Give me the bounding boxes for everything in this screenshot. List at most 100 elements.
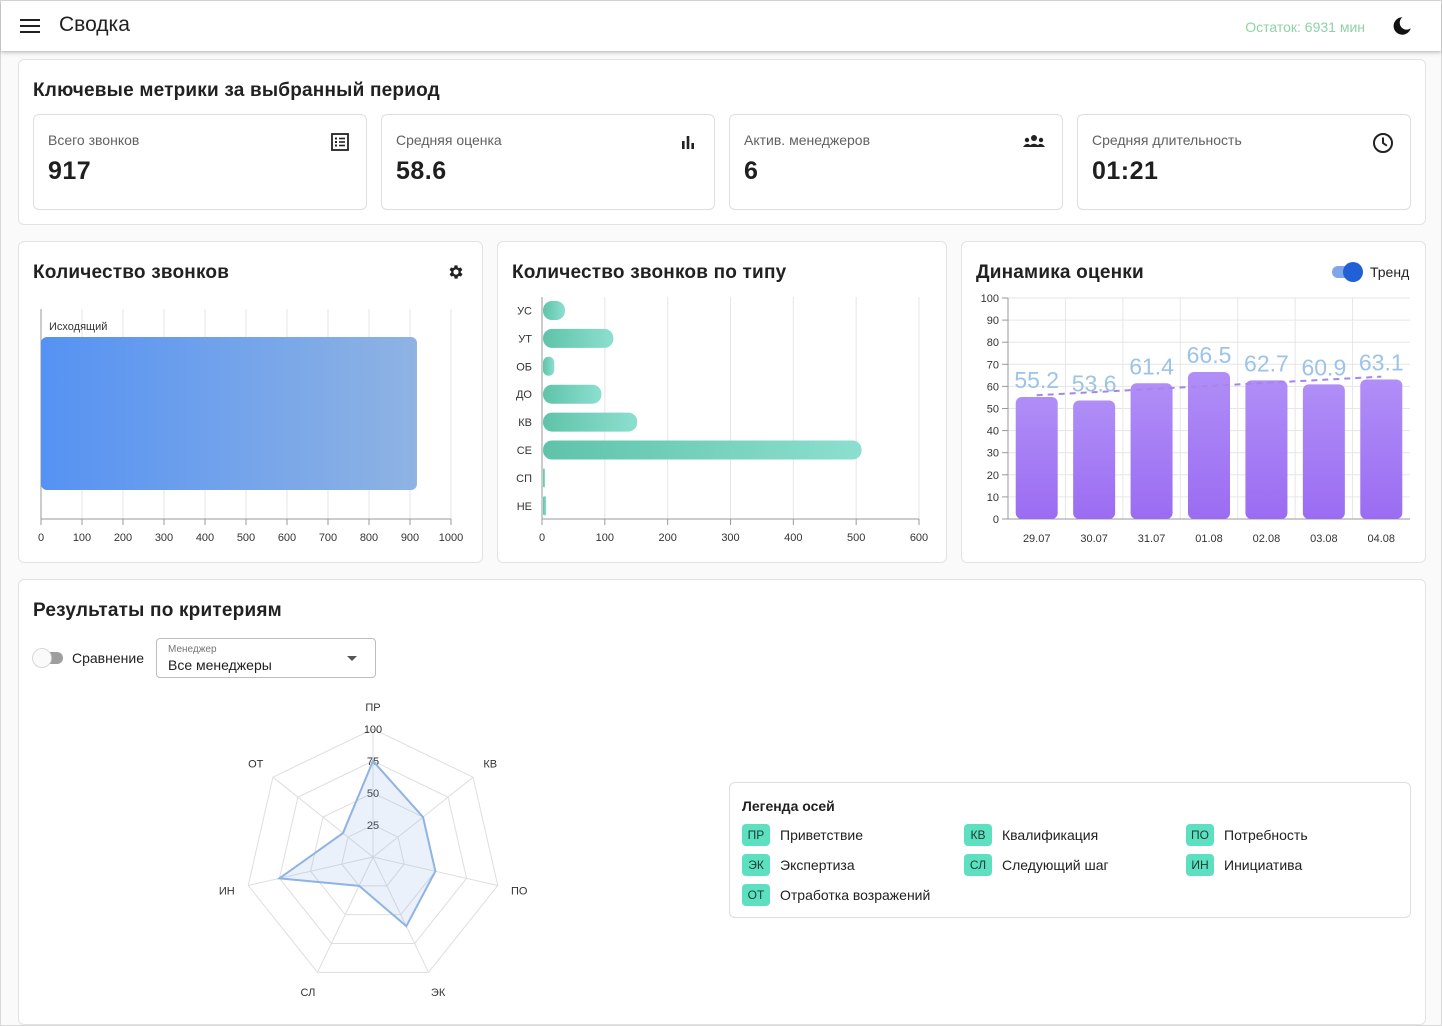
y-tick-label: КВ [518,417,532,429]
x-tick-label: 400 [784,532,802,544]
data-label: 66.5 [1187,342,1232,368]
x-tick-label: 800 [360,532,378,544]
radar-ring [341,824,405,887]
radar-axis-label: КВ [483,758,497,770]
trend-toggle[interactable] [1330,261,1366,283]
legend-code: СЛ [964,854,992,876]
x-tick-label: 100 [596,532,614,544]
radar-ring [278,760,468,944]
y-tick-label: 70 [987,359,999,371]
data-label: 53.6 [1072,371,1117,397]
radar-axis-label: СЛ [301,987,316,999]
radar-spoke [372,856,429,973]
legend-title: Легенда осей [742,798,835,814]
legend-code: КВ [964,824,992,846]
metric-total-calls: Всего звонков 917 [33,114,367,210]
bar-category-label: Исходящий [49,321,107,333]
y-tick-label: 0 [993,514,999,526]
y-tick-label: ОБ [516,361,532,373]
bar [543,328,614,348]
x-tick-label: 02.08 [1253,533,1281,545]
compare-label: Сравнение [72,650,144,666]
legend-name: Квалификация [1002,827,1099,843]
x-tick-label: 900 [401,532,419,544]
data-label: 61.4 [1129,353,1174,379]
radar-axis-label: ОТ [248,758,264,770]
y-tick-label: СЕ [517,445,532,457]
metric-label: Актив. менеджеров [744,132,871,148]
remaining-minutes: Остаток: 6931 мин [1245,19,1365,35]
list-icon [331,133,349,151]
clock-icon [1372,132,1394,154]
radar-spoke [317,856,374,973]
x-tick-label: 400 [196,532,214,544]
manager-select-label: Менеджер [168,644,217,655]
radar-tick-label: 50 [367,788,379,800]
x-tick-label: 0 [539,532,545,544]
metrics-title: Ключевые метрики за выбранный период [33,80,440,101]
radar-axis-label: ПР [365,702,380,714]
metric-active-managers: Актив. менеджеров 6 [729,114,1063,210]
data-label: 63.1 [1359,350,1404,376]
bar [41,337,417,490]
trend-label: Тренд [1370,264,1410,280]
legend-name: Приветствие [780,827,863,843]
legend-name: Отработка возражений [780,887,931,903]
menu-icon[interactable] [20,18,40,34]
calls-by-type-title: Количество звонков по типу [512,262,787,283]
x-tick-label: 200 [114,532,132,544]
radar-axis-label: ИН [219,885,235,897]
legend-name: Потребность [1224,827,1308,843]
bar [543,301,565,320]
criteria-title: Результаты по критериям [33,600,282,621]
x-tick-label: 01.08 [1195,533,1223,545]
trend-line [1036,375,1382,397]
manager-select[interactable]: Менеджер Все менеджеры [156,638,376,678]
metric-avg-score: Средняя оценка 58.6 [381,114,715,210]
radar-spoke [272,776,374,858]
legend-name: Следующий шаг [1002,857,1109,873]
legend-code: ЭК [742,854,770,876]
gear-icon[interactable] [447,263,465,281]
x-tick-label: 29.07 [1023,533,1051,545]
y-tick-label: 10 [987,492,999,504]
calls-by-type-chart: 0 100 200 300 400 500 600 УС УТ ОБ ДО КВ СЕ СП НЕ [516,297,928,544]
metric-label: Средняя длительность [1092,132,1242,148]
x-tick-label: 300 [155,532,173,544]
y-tick-label: УС [517,306,532,318]
bar [1073,400,1116,519]
metric-value: 01:21 [1092,157,1159,185]
y-tick-label: 60 [987,381,999,393]
moon-icon[interactable] [1391,15,1413,37]
people-icon [1023,135,1045,147]
bar [1302,384,1345,519]
bar [1015,397,1058,519]
x-tick-label: 200 [658,532,676,544]
bar [543,440,862,460]
bar [543,356,555,376]
metric-value: 58.6 [396,157,447,185]
y-tick-label: 40 [987,426,999,438]
y-tick-label: 20 [987,470,999,482]
bar [1130,383,1173,519]
criteria-radar-chart: ПРКВПОЭКСЛИНОТ255075100 [219,702,528,999]
y-tick-label: ДО [516,389,532,401]
legend-code: ОТ [742,884,770,906]
y-tick-label: 30 [987,448,999,460]
score-dynamics-title: Динамика оценки [976,262,1144,283]
compare-toggle[interactable] [31,647,67,669]
y-tick-label: НЕ [517,501,532,513]
app-bar: Сводка Остаток: 6931 мин [1,1,1441,51]
radar-tick-label: 25 [367,820,379,832]
x-tick-label: 03.08 [1310,533,1338,545]
bar [1360,379,1403,519]
score-dynamics-chart: 0 10 20 30 40 50 60 70 80 90 100 29.07 30.07 31.07 01.… [981,293,1410,545]
radar-ring [247,728,499,973]
calls-by-type-card [497,241,947,563]
radar-axis-label: ЭК [431,987,446,999]
y-tick-label: СП [516,473,532,485]
bar [543,412,638,432]
chevron-down-icon [347,656,357,661]
radar-tick-label: 100 [364,724,382,736]
bar [543,496,547,516]
